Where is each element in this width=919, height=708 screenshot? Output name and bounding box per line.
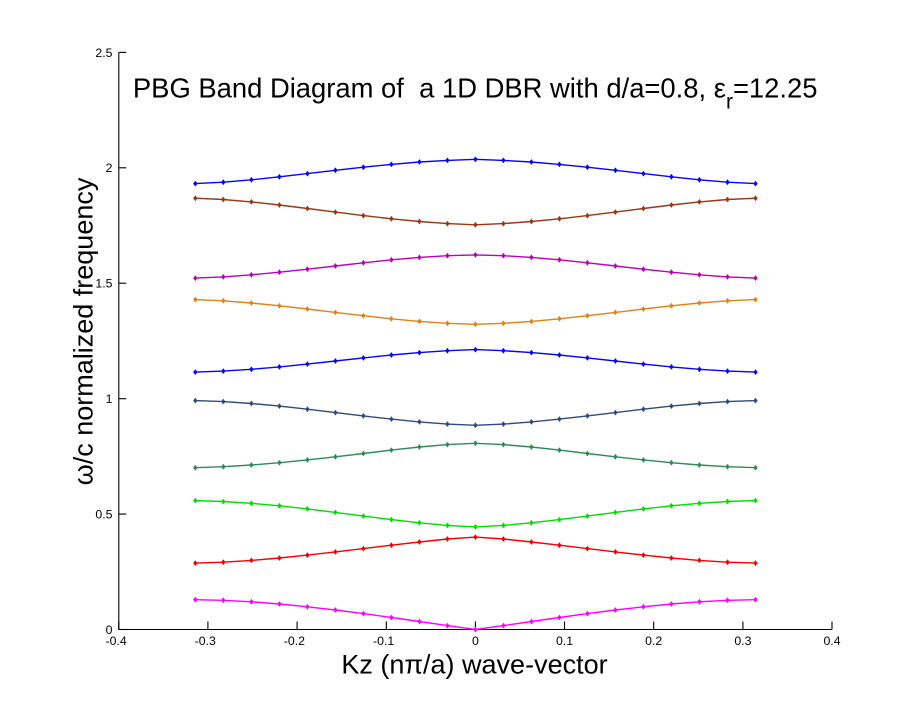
- svg-text:2.5: 2.5: [95, 46, 112, 60]
- svg-text:1: 1: [106, 392, 113, 406]
- svg-text:0.4: 0.4: [823, 634, 840, 648]
- svg-text:1.5: 1.5: [95, 277, 112, 291]
- svg-text:0: 0: [106, 623, 113, 637]
- svg-text:0.3: 0.3: [734, 634, 751, 648]
- svg-text:2: 2: [106, 161, 113, 175]
- svg-text:Kz (nπ/a) wave-vector: Kz (nπ/a) wave-vector: [341, 650, 607, 680]
- svg-text:0.2: 0.2: [645, 634, 662, 648]
- svg-text:0: 0: [472, 634, 479, 648]
- svg-text:0.5: 0.5: [95, 508, 112, 522]
- svg-text:-0.2: -0.2: [284, 634, 305, 648]
- svg-text:-0.1: -0.1: [373, 634, 394, 648]
- svg-text:-0.3: -0.3: [195, 634, 216, 648]
- svg-text:ω/c normalized frequency: ω/c normalized frequency: [69, 177, 99, 485]
- svg-text:0.1: 0.1: [556, 634, 573, 648]
- svg-text:-0.4: -0.4: [105, 634, 126, 648]
